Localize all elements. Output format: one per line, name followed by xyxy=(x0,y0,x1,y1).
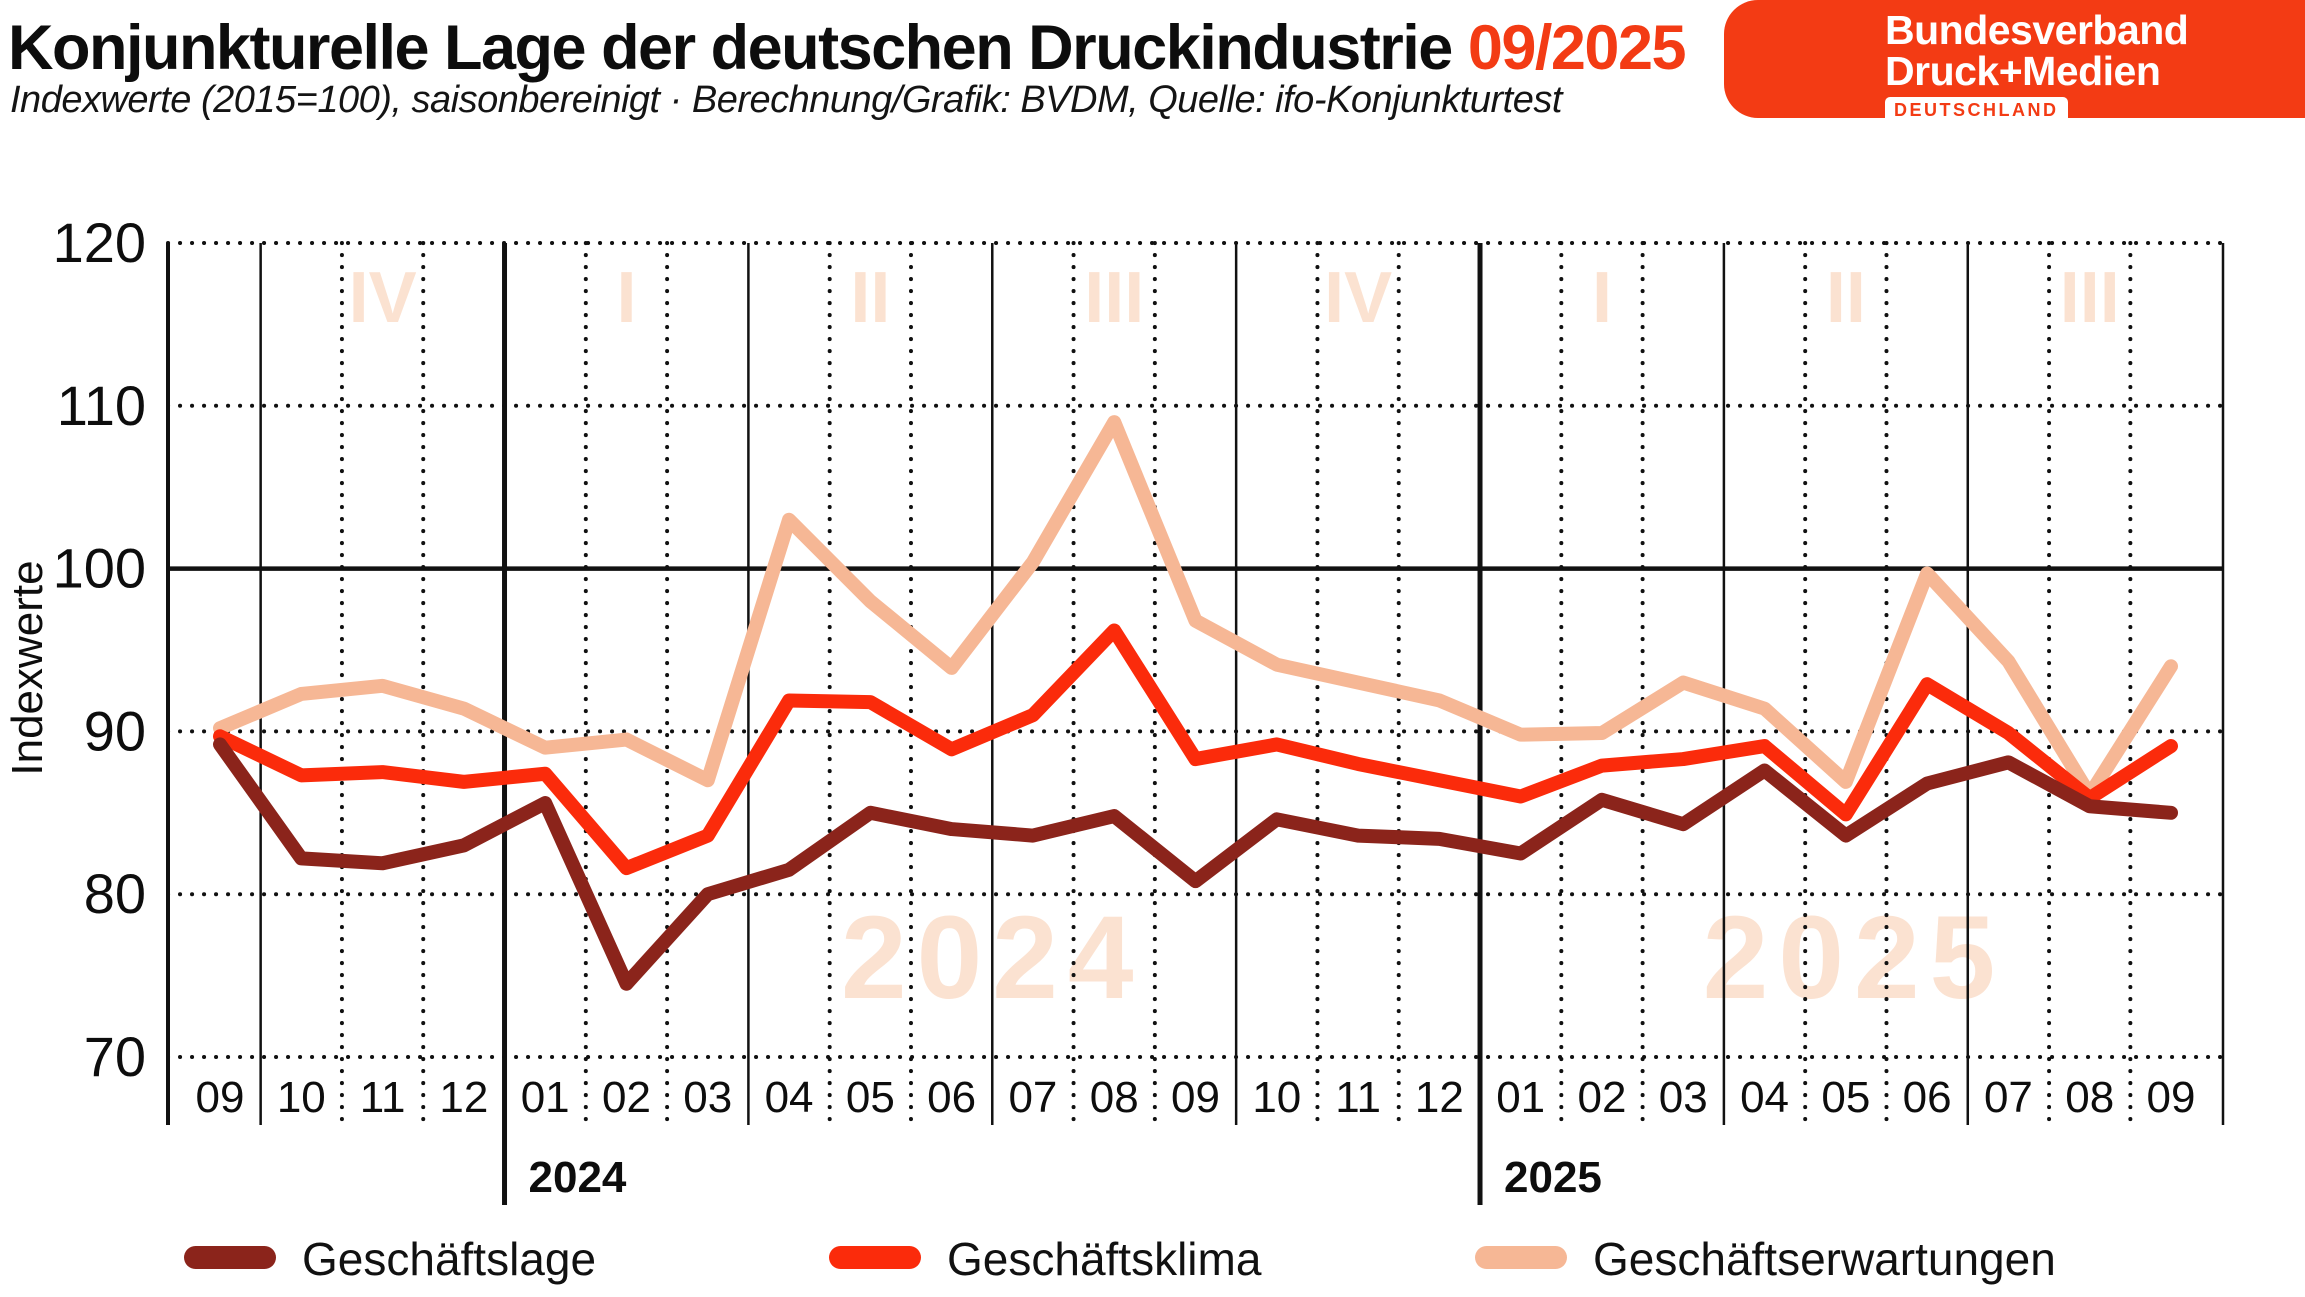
y-axis-title: Indexwerte xyxy=(3,560,52,775)
y-axis-labels: 70 80 90 100 110 120 xyxy=(53,211,146,1088)
svg-text:11: 11 xyxy=(360,1073,406,1122)
page-title-text: Konjunkturelle Lage der deutschen Drucki… xyxy=(8,13,1453,83)
svg-text:2024: 2024 xyxy=(529,1153,627,1202)
svg-text:08: 08 xyxy=(1090,1073,1139,1122)
svg-text:03: 03 xyxy=(1659,1073,1708,1122)
svg-text:II: II xyxy=(1826,258,1866,338)
svg-text:IV: IV xyxy=(349,258,417,338)
legend-item-klima: Geschäftsklima xyxy=(829,1233,1262,1285)
svg-text:12: 12 xyxy=(439,1073,488,1122)
quarter-labels: IV I II III IV I II III xyxy=(349,258,2120,338)
svg-text:09: 09 xyxy=(196,1073,245,1122)
svg-text:Geschäftslage: Geschäftslage xyxy=(302,1233,596,1285)
svg-text:80: 80 xyxy=(84,862,146,925)
svg-text:Geschäftserwartungen: Geschäftserwartungen xyxy=(1593,1233,2056,1285)
svg-text:I: I xyxy=(1592,258,1612,338)
svg-text:11: 11 xyxy=(1335,1073,1381,1122)
series-line-erwartungen xyxy=(213,415,2178,802)
svg-text:05: 05 xyxy=(1821,1073,1870,1122)
svg-text:10: 10 xyxy=(277,1073,326,1122)
svg-text:08: 08 xyxy=(2065,1073,2114,1122)
svg-text:01: 01 xyxy=(521,1073,570,1122)
svg-text:Geschäftsklima: Geschäftsklima xyxy=(947,1233,1262,1285)
page-title: Konjunkturelle Lage der deutschen Drucki… xyxy=(8,12,1687,84)
x-gridlines xyxy=(166,241,2225,1205)
svg-text:04: 04 xyxy=(765,1073,814,1122)
svg-text:II: II xyxy=(850,258,890,338)
svg-text:02: 02 xyxy=(1577,1073,1626,1122)
logo-country-badge: DEUTSCHLAND xyxy=(1885,97,2068,123)
svg-text:120: 120 xyxy=(53,211,146,274)
svg-text:2025: 2025 xyxy=(1504,1153,1602,1202)
svg-text:07: 07 xyxy=(1008,1073,1057,1122)
logo-line-2: Druck+Medien xyxy=(1885,48,2161,94)
svg-text:2025: 2025 xyxy=(1703,892,2006,1024)
svg-text:70: 70 xyxy=(84,1025,146,1088)
subtitle: Indexwerte (2015=100), saisonbereinigt ·… xyxy=(10,79,1562,121)
svg-text:12: 12 xyxy=(1415,1073,1464,1122)
year-labels: 2024 2025 xyxy=(529,1153,1602,1202)
svg-text:10: 10 xyxy=(1252,1073,1301,1122)
svg-text:09: 09 xyxy=(1171,1073,1220,1122)
svg-text:IV: IV xyxy=(1324,258,1392,338)
svg-text:06: 06 xyxy=(927,1073,976,1122)
svg-text:01: 01 xyxy=(1496,1073,1545,1122)
svg-text:III: III xyxy=(2060,258,2120,338)
y-gridlines xyxy=(166,241,2225,1059)
svg-text:I: I xyxy=(616,258,636,338)
series-line-lage xyxy=(213,737,2178,991)
x-axis-labels: 09 10 11 12 01 02 03 04 05 06 07 08 09 10 11 12 01 02 03 04… xyxy=(196,1073,2196,1122)
svg-text:09: 09 xyxy=(2147,1073,2196,1122)
svg-text:90: 90 xyxy=(84,699,146,762)
svg-text:05: 05 xyxy=(846,1073,895,1122)
svg-text:07: 07 xyxy=(1984,1073,2033,1122)
series-line-klima xyxy=(213,623,2178,876)
svg-text:03: 03 xyxy=(683,1073,732,1122)
legend-item-erwartungen: Geschäftserwartungen xyxy=(1475,1233,2056,1285)
bvdm-logo: Bundesverband Druck+Medien DEUTSCHLAND xyxy=(1724,0,2305,123)
logo-line-1: Bundesverband xyxy=(1885,7,2189,53)
svg-text:III: III xyxy=(1084,258,1144,338)
svg-text:100: 100 xyxy=(53,537,146,600)
legend-item-lage: Geschäftslage xyxy=(184,1233,596,1285)
svg-text:110: 110 xyxy=(57,374,146,437)
svg-text:04: 04 xyxy=(1740,1073,1789,1122)
svg-text:2024: 2024 xyxy=(841,892,1144,1024)
title-accent-date: 09/2025 xyxy=(1467,13,1687,83)
year-watermarks: 2024 2025 xyxy=(841,892,2006,1024)
svg-text:02: 02 xyxy=(602,1073,651,1122)
svg-text:06: 06 xyxy=(1903,1073,1952,1122)
